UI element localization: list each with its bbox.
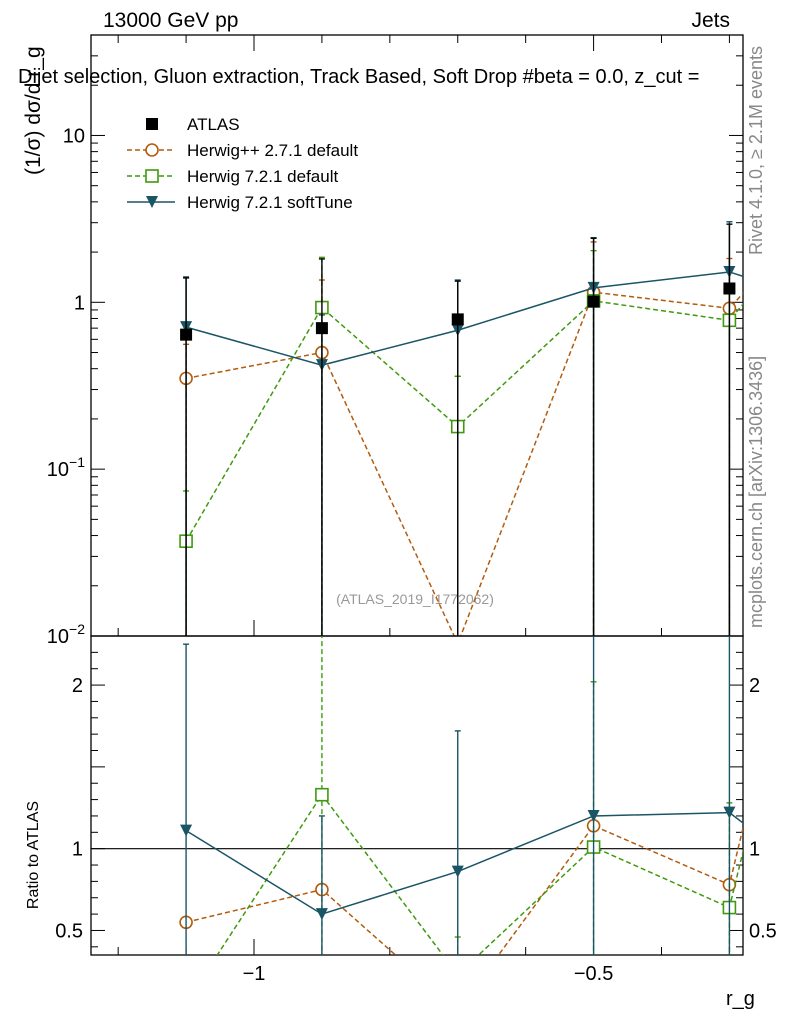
category-label: Jets	[691, 9, 730, 32]
ratio-series-line	[185, 824, 743, 955]
data-point	[146, 118, 158, 130]
data-point	[451, 865, 464, 878]
x-axis-label: r_g	[726, 988, 755, 1010]
ratio-plot-area	[179, 636, 743, 1016]
series-line	[185, 271, 743, 366]
data-point	[180, 328, 193, 341]
x-tick-label: −0.5	[574, 963, 613, 985]
data-point	[145, 143, 159, 157]
series-0	[180, 223, 736, 636]
y-tick-label: 10−2	[47, 621, 85, 648]
series-line	[185, 300, 743, 542]
legend-entry: ATLAS	[146, 115, 240, 134]
legend-label: Herwig 7.2.1 softTune	[187, 193, 353, 212]
rivet-label: Rivet 4.1.0, ≥ 2.1M events	[746, 46, 766, 255]
series-line	[185, 291, 743, 636]
ratio-y-axis-label: Ratio to ATLAS	[25, 801, 42, 909]
ratio-panel: 0.5 0.5 1 1 2 2 −1 −0.5	[55, 635, 777, 1016]
data-point	[315, 787, 329, 802]
legend-entry: Herwig 7.2.1 default	[127, 167, 338, 186]
ratio-tick-label: 1	[72, 839, 83, 861]
ratio-series-3	[180, 636, 743, 955]
ratio-tick-label-right: 1	[749, 839, 760, 861]
ratio-series-1	[179, 818, 743, 1016]
ratio-series-line	[216, 793, 743, 955]
energy-label: 13000 GeV pp	[103, 9, 238, 32]
legend-label: ATLAS	[187, 115, 240, 134]
legend-entry: Herwig 7.2.1 softTune	[127, 193, 353, 212]
y-tick-label: 1	[74, 292, 85, 314]
ratio-tick-label: 2	[72, 675, 83, 697]
ratio-tick-label-right: 2	[749, 675, 760, 697]
legend-label: Herwig++ 2.7.1 default	[187, 141, 358, 160]
ratio-tick-label: 0.5	[55, 920, 83, 942]
data-point	[180, 997, 192, 1009]
y-tick-label: 10−1	[47, 454, 85, 481]
data-point	[587, 809, 600, 822]
legend: ATLAS Herwig++ 2.7.1 default Herwig 7.2.1 …	[127, 115, 358, 212]
chart-title: Dijet selection, Gluon extraction, Track…	[18, 66, 699, 88]
data-point	[315, 322, 328, 335]
data-point	[452, 638, 464, 650]
data-point	[180, 824, 193, 837]
data-point	[145, 169, 159, 183]
legend-entry: Herwig++ 2.7.1 default	[127, 141, 358, 160]
data-point	[723, 282, 736, 295]
data-point	[146, 196, 158, 208]
ratio-frame	[90, 635, 744, 956]
data-point	[723, 806, 736, 819]
data-point	[452, 969, 464, 981]
legend-label: Herwig 7.2.1 default	[187, 167, 338, 186]
main-plot-area	[179, 221, 743, 650]
mcplots-label: mcplots.cern.ch [arXiv:1306.3436]	[746, 356, 766, 628]
data-point	[451, 313, 464, 326]
data-point	[315, 908, 328, 921]
x-tick-label: −1	[243, 963, 266, 985]
ratio-tick-label-right: 0.5	[749, 920, 777, 942]
y-tick-label: 10	[63, 125, 85, 147]
data-point	[587, 295, 600, 308]
ratio-series-line	[185, 811, 743, 915]
series-1	[179, 241, 743, 650]
analysis-watermark: (ATLAS_2019_I1772062)	[336, 591, 494, 607]
y-axis-label: (1/σ) dσ/d r_g	[22, 46, 45, 175]
data-point	[452, 1004, 464, 1016]
main-panel: 10 1 10−1 10−2	[47, 34, 744, 955]
